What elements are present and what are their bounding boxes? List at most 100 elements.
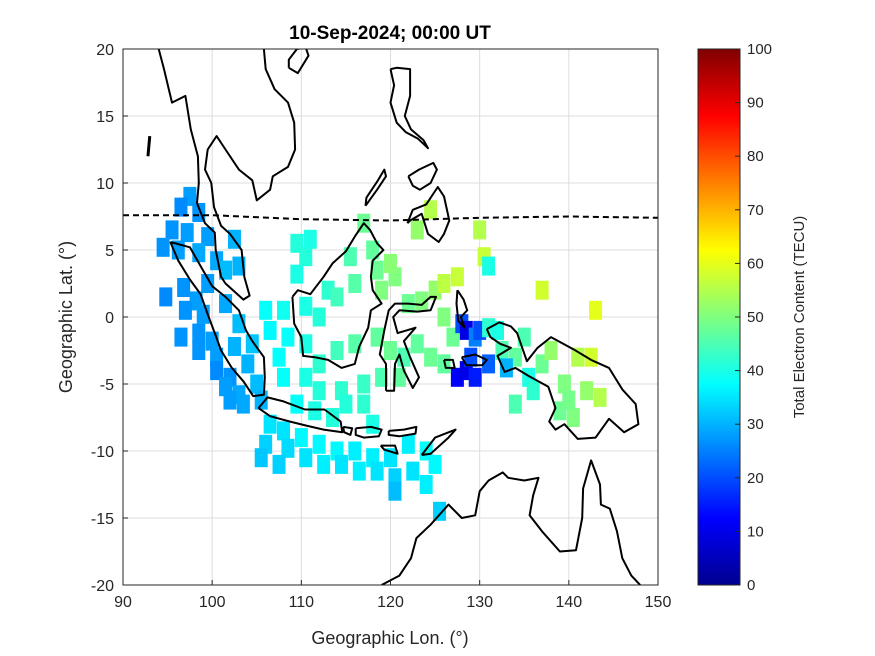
tec-cell [281, 438, 295, 458]
tec-cell [370, 327, 384, 347]
colorbar-tick-label: 90 [747, 95, 764, 112]
colorbar-tick-label: 70 [747, 202, 764, 219]
coast-bali-lombok [342, 425, 354, 436]
colorbar-tick-label: 60 [747, 255, 764, 272]
x-tick-label: 140 [555, 594, 582, 611]
colorbar-label: Total Electron Content (TECU) [791, 216, 808, 419]
tec-cell [352, 461, 366, 481]
tec-cell [419, 475, 433, 494]
tec-cell [348, 274, 362, 293]
tec-cell [424, 347, 438, 367]
colorbar-tick-label: 40 [747, 363, 764, 380]
tec-cell [415, 291, 429, 311]
coast-timor [420, 428, 457, 456]
tec-cell [272, 454, 286, 474]
tec-cell [424, 200, 438, 220]
tec-cell [294, 428, 308, 448]
tec-cell [156, 237, 170, 257]
tec-cell [245, 334, 259, 354]
x-tick-label: 110 [289, 594, 315, 611]
x-tick-label: 120 [377, 594, 404, 611]
tec-cell [366, 240, 380, 260]
coast-sumbawa [354, 425, 383, 439]
x-tick-label: 150 [645, 594, 672, 611]
tec-cell [401, 434, 415, 454]
tec-cell [165, 220, 179, 240]
tec-cell [263, 414, 277, 434]
x-tick-label: 130 [466, 594, 493, 611]
tec-cell [384, 341, 397, 360]
y-axis-label: Geographic Lat. (°) [56, 241, 76, 393]
colorbar-tick-label: 100 [747, 41, 772, 58]
tec-cell [272, 347, 286, 367]
coast-sumatra [169, 241, 266, 398]
tec-cell [370, 260, 384, 280]
tec-cell [277, 421, 290, 441]
tec-cell [375, 367, 389, 387]
tec-cell [178, 300, 192, 320]
y-tick-label: 10 [96, 176, 114, 193]
tec-cell [334, 454, 348, 474]
colorbar-tick-label: 30 [747, 416, 764, 433]
tec-cell [192, 341, 206, 360]
tec-cell [317, 454, 331, 474]
tec-cell [450, 267, 464, 287]
tec-cell [343, 247, 357, 267]
tec-cell [410, 334, 424, 354]
tec-cell [348, 441, 362, 461]
tec-cell [192, 243, 206, 263]
tec-cell [410, 220, 424, 240]
tec-cell [180, 223, 194, 243]
tec-cell [174, 197, 188, 217]
magnetic-equator [123, 214, 658, 222]
tec-cell [406, 461, 420, 481]
tec-cell [566, 408, 580, 427]
y-tick-label: 0 [105, 310, 114, 327]
tec-cell [544, 341, 558, 360]
tec-cell [468, 367, 482, 387]
y-tick-label: -20 [91, 578, 114, 595]
tec-cell [277, 367, 290, 387]
tec-cell [357, 394, 371, 414]
tec-cell [348, 334, 362, 354]
colorbar-tick-label: 10 [747, 523, 764, 540]
coast-andaman [146, 135, 152, 157]
tec-cell [219, 260, 233, 280]
coast-indochina [157, 49, 297, 301]
tec-cell [473, 220, 487, 240]
coast-luzon [389, 66, 429, 150]
tec-cell [517, 327, 531, 347]
coast-flores [387, 425, 418, 438]
coast-mindanao [406, 186, 451, 243]
coast-hainan [287, 49, 310, 75]
tec-cell [388, 481, 402, 501]
tec-cell [330, 287, 344, 307]
tec-cell [437, 274, 451, 293]
tec-cell [508, 394, 522, 414]
colorbar [697, 48, 741, 586]
tec-cell [308, 401, 322, 421]
tec-cell [201, 227, 215, 247]
y-tick-label: 5 [105, 243, 114, 260]
tec-cell [375, 280, 389, 300]
y-tick-label: -5 [100, 377, 114, 394]
tec-cell [241, 354, 255, 374]
y-tick-label: -10 [91, 444, 114, 461]
tec-cell [281, 327, 295, 347]
tec-cell [557, 374, 571, 394]
tec-cell [177, 278, 191, 298]
tec-cell [277, 300, 290, 320]
colorbar-tick-label: 0 [747, 577, 755, 594]
tec-cell [290, 394, 304, 414]
tec-cell [312, 434, 326, 454]
tec-cell [526, 381, 540, 401]
axis-ticks: 90 100 110 120 130 140 150 20 15 10 5 0 -5 -10 -15 -20 [91, 42, 672, 611]
x-tick-label: 100 [199, 594, 226, 611]
tec-cell [384, 253, 397, 273]
tec-cell [366, 414, 380, 434]
tec-cell [201, 274, 215, 293]
tec-cell [326, 408, 340, 427]
tec-cell [263, 320, 277, 340]
tec-cell [299, 296, 313, 316]
magnetic-equator-line [123, 214, 658, 222]
